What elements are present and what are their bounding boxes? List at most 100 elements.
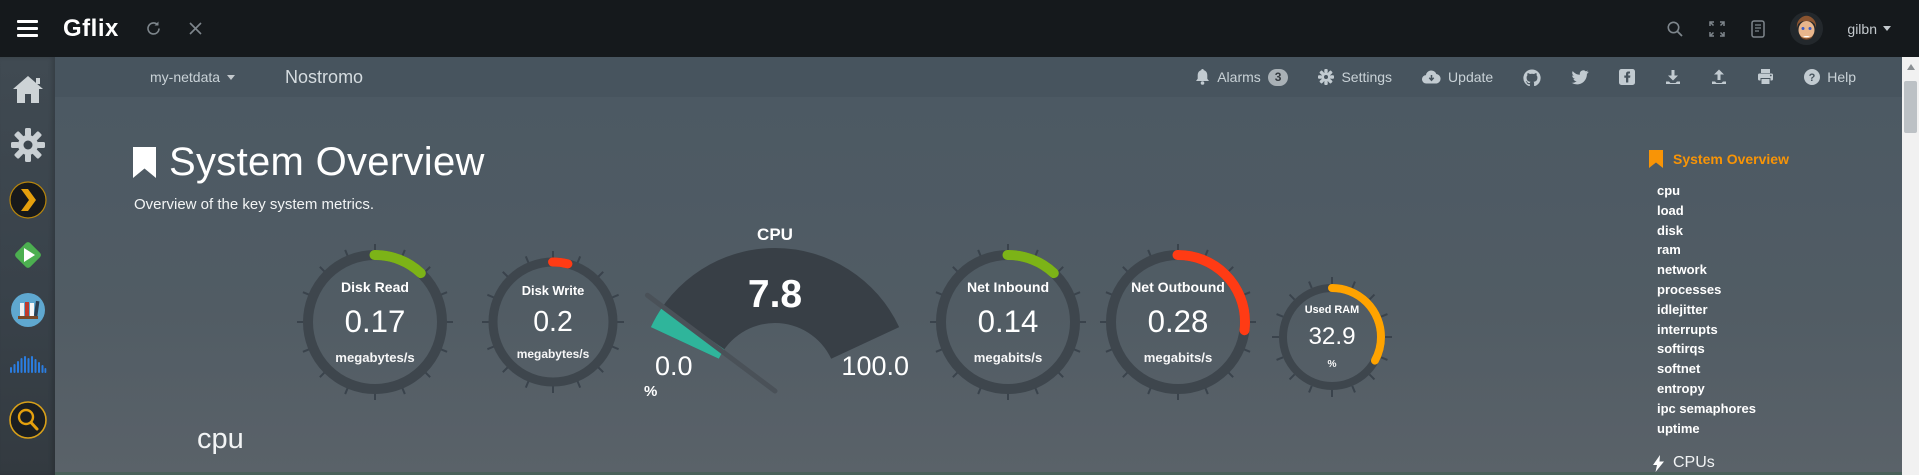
settings-button[interactable]: Settings: [1318, 69, 1392, 85]
brand-logo[interactable]: Gflix: [63, 14, 119, 42]
search-app-icon[interactable]: [8, 401, 47, 439]
gauge-units: %: [1327, 358, 1337, 370]
toc-item-ipc-semaphores[interactable]: ipc semaphores: [1657, 400, 1756, 416]
facebook-icon: [1619, 69, 1636, 85]
soundwave-icon[interactable]: [9, 346, 47, 384]
gauge-units: megabits/s: [973, 349, 1043, 365]
toc-item-softnet[interactable]: softnet: [1657, 361, 1701, 377]
github-button[interactable]: [1523, 68, 1541, 86]
gauge-labels: Net Outbound 0.28 megabits/s: [1098, 242, 1258, 402]
cloud-update-icon: [1422, 70, 1441, 84]
svg-text:?: ?: [1809, 72, 1816, 84]
github-icon: [1523, 68, 1541, 86]
toc-section-cpus[interactable]: CPUs: [1649, 454, 1899, 472]
gauge-value: 0.14: [977, 304, 1039, 340]
gauge-labels: Used RAM 32.9%: [1270, 275, 1394, 399]
gauge-disk-read[interactable]: Disk Read 0.17 megabytes/s: [295, 242, 455, 402]
export-icon: [1712, 69, 1727, 84]
gauge-cpu[interactable]: CPU 7.8 0.0 100.0%: [625, 225, 925, 405]
hostname-label: Nostromo: [285, 66, 364, 87]
refresh-icon[interactable]: [145, 20, 162, 37]
gauge-title: Disk Read: [340, 279, 410, 296]
toc-menu: System Overview cpu load disk ram network pro…: [1649, 150, 1899, 472]
gauge-title: CPU: [757, 225, 793, 244]
toc-item-uptime[interactable]: uptime: [1657, 420, 1700, 436]
alarms-button[interactable]: Alarms 3: [1195, 68, 1289, 86]
bookmark-icon: [1649, 150, 1663, 168]
user-menu[interactable]: gilbn: [1847, 21, 1891, 37]
scrollbar-thumb[interactable]: [1904, 81, 1917, 133]
toc-item-network[interactable]: network: [1657, 262, 1707, 278]
toc-item-ram[interactable]: ram: [1657, 242, 1681, 258]
lightning-icon: [1653, 454, 1664, 472]
import-button[interactable]: [1665, 69, 1681, 85]
toc-item-entropy[interactable]: entropy: [1657, 380, 1705, 396]
gauge-units: megabytes/s: [335, 349, 415, 365]
print-button[interactable]: [1757, 69, 1774, 85]
help-button[interactable]: ? Help: [1804, 69, 1856, 85]
app-sidebar: [0, 57, 55, 475]
gauge-disk-write[interactable]: Disk Write 0.2 megabytes/s: [480, 249, 626, 395]
gauge-title: Disk Write: [521, 282, 585, 298]
gauge-title: Used RAM: [1304, 304, 1360, 317]
fullscreen-icon[interactable]: [1708, 20, 1726, 38]
gauge-units: %: [644, 383, 658, 400]
gauge-value: 32.9: [1308, 323, 1356, 351]
gear-icon: [1318, 69, 1335, 85]
search-icon[interactable]: [1666, 20, 1684, 38]
scrollbar-up-arrow[interactable]: [1902, 59, 1919, 75]
library-icon[interactable]: [9, 291, 47, 329]
toc-item-load[interactable]: load: [1657, 202, 1684, 218]
export-button[interactable]: [1711, 69, 1727, 85]
alarms-badge: 3: [1267, 68, 1289, 86]
netdata-navbar: my-netdata Nostromo Alarms 3 Settings Up…: [55, 57, 1902, 97]
close-icon[interactable]: [188, 21, 203, 36]
gauge-title: Net Inbound: [966, 279, 1050, 296]
caret-down-icon: [227, 74, 236, 80]
hamburger-menu-icon[interactable]: [0, 0, 55, 57]
toc-active-section[interactable]: System Overview: [1649, 150, 1899, 168]
caret-down-icon: [1883, 26, 1891, 31]
page-scrollbar[interactable]: [1902, 57, 1919, 475]
dashboard-content: System Overview Overview of the key syst…: [55, 97, 1902, 475]
gauge-net-inbound[interactable]: Net Inbound 0.14 megabits/s: [928, 242, 1088, 402]
twitter-button[interactable]: [1571, 69, 1589, 85]
toc-item-idlejitter[interactable]: idlejitter: [1657, 301, 1708, 317]
bottom-strip: [55, 472, 1902, 475]
toc-item-softirqs[interactable]: softirqs: [1657, 341, 1705, 357]
changelog-icon[interactable]: [1750, 19, 1766, 38]
bell-icon: [1196, 69, 1210, 85]
gauge-labels: Disk Write 0.2 megabytes/s: [480, 249, 626, 395]
gauge-used-ram[interactable]: Used RAM 32.9%: [1270, 275, 1394, 399]
plex-icon[interactable]: [8, 181, 47, 219]
import-icon: [1666, 70, 1681, 84]
section-heading-cpu: cpu: [197, 423, 244, 455]
user-avatar[interactable]: [1790, 12, 1824, 45]
gauge-min-label: 0.0: [655, 351, 693, 381]
facebook-button[interactable]: [1619, 69, 1636, 85]
toc-items: cpu load disk ram network processes idlejitter…: [1649, 181, 1899, 438]
gauge-value: 0.28: [1147, 304, 1209, 340]
emby-icon[interactable]: [9, 236, 47, 274]
top-bar: Gflix gi: [0, 0, 1919, 57]
page-subtitle: Overview of the key system metrics.: [134, 196, 375, 213]
gauge-net-outbound[interactable]: Net Outbound 0.28 megabits/s: [1098, 242, 1258, 402]
gauge-value: 7.8: [747, 273, 803, 316]
toc-item-processes[interactable]: processes: [1657, 281, 1722, 297]
settings-gear-icon[interactable]: [9, 126, 47, 164]
gauge-units: megabytes/s: [516, 347, 590, 362]
update-button[interactable]: Update: [1422, 69, 1493, 85]
toc-item-interrupts[interactable]: interrupts: [1657, 321, 1718, 337]
server-dropdown[interactable]: my-netdata: [150, 69, 236, 85]
gauge-units: megabits/s: [1143, 349, 1213, 365]
bookmark-icon: [133, 147, 156, 178]
toc-item-cpu[interactable]: cpu: [1657, 183, 1681, 198]
gauge-value: 0.2: [533, 305, 573, 338]
gauge-labels: Net Inbound 0.14 megabits/s: [928, 242, 1088, 402]
gauge-labels: Disk Read 0.17 megabytes/s: [295, 242, 455, 402]
toc-item-disk[interactable]: disk: [1657, 222, 1684, 238]
gauge-max-label: 100.0: [841, 351, 909, 381]
page-title: System Overview: [169, 140, 485, 184]
home-icon[interactable]: [9, 71, 47, 109]
help-icon: ?: [1804, 69, 1821, 85]
